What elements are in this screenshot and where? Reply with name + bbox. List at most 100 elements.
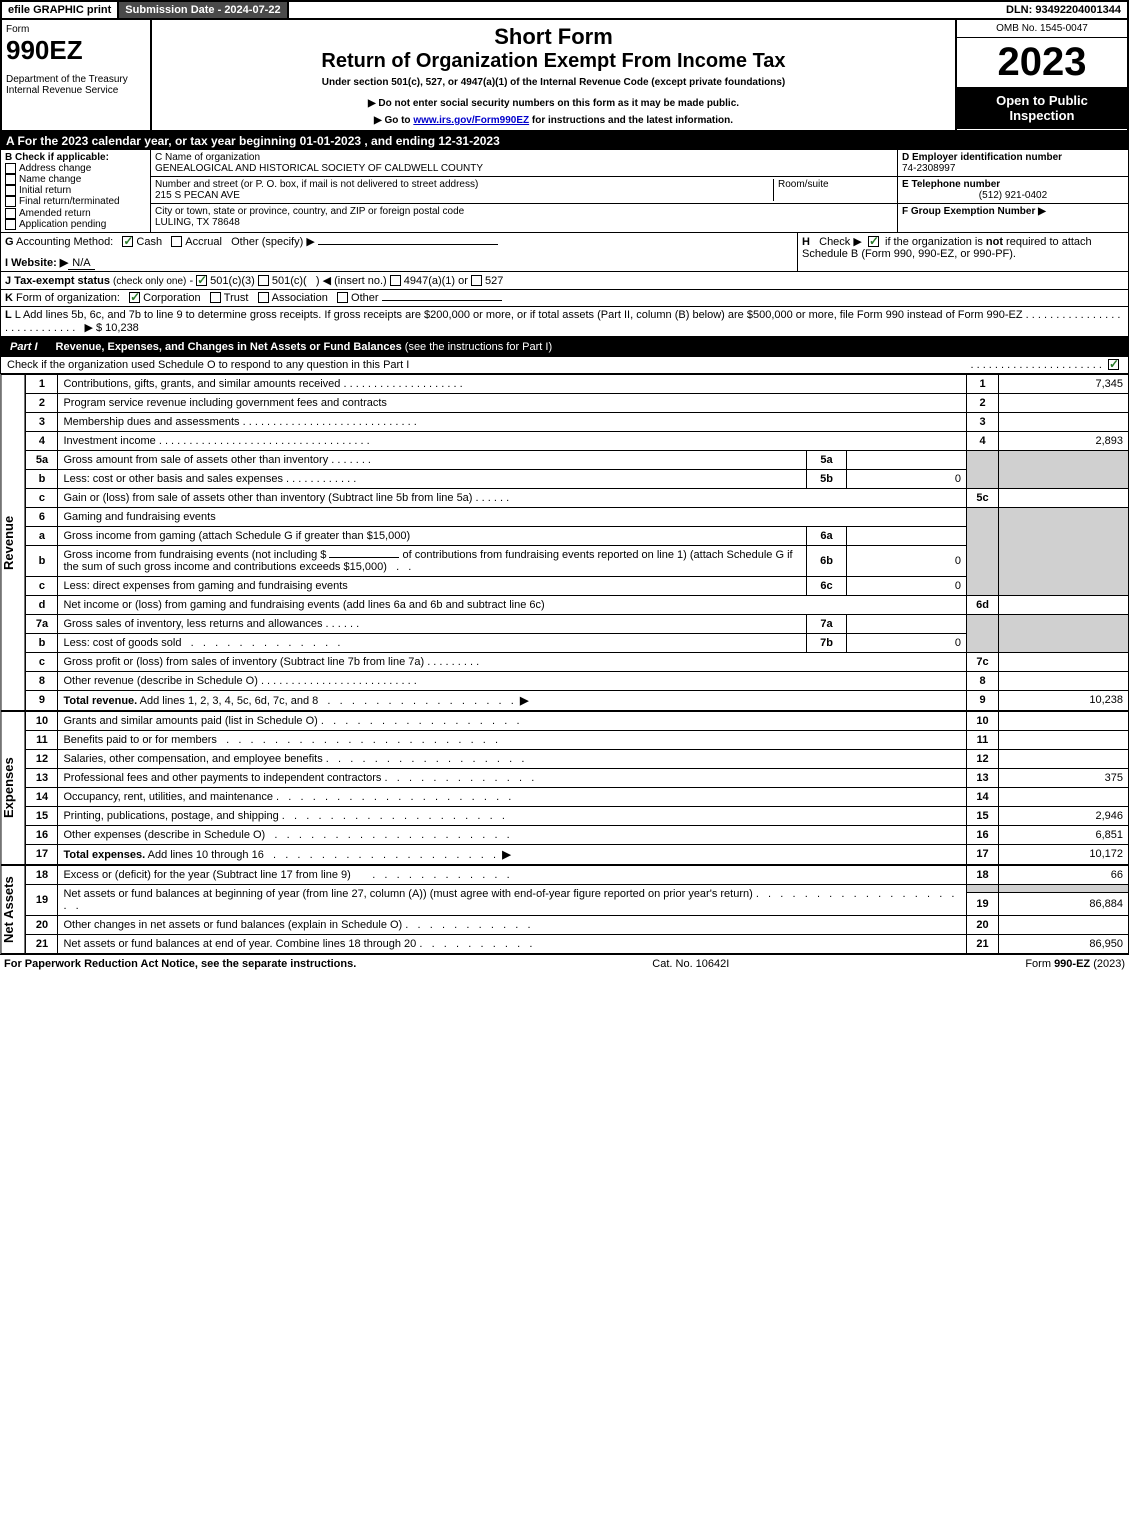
line-12-text: Salaries, other compensation, and employ… [58, 749, 967, 768]
line-10-text: Grants and similar amounts paid (list in… [58, 711, 967, 730]
line-1-val: 7,345 [999, 374, 1129, 393]
j-527[interactable] [471, 275, 482, 286]
line-15-val: 2,946 [999, 806, 1129, 825]
org-name: GENEALOGICAL AND HISTORICAL SOCIETY OF C… [155, 163, 893, 174]
line-11-text: Benefits paid to or for members . . . . … [58, 730, 967, 749]
line-15-text: Printing, publications, postage, and shi… [58, 806, 967, 825]
dept-label: Department of the Treasury Internal Reve… [6, 74, 146, 96]
h-checkbox[interactable] [868, 236, 879, 247]
cash-checkbox[interactable] [122, 236, 133, 247]
line-13-text: Professional fees and other payments to … [58, 768, 967, 787]
line-21-text: Net assets or fund balances at end of ye… [58, 934, 967, 953]
row-l: L L Add lines 5b, 6c, and 7b to line 9 t… [1, 307, 1128, 336]
netassets-side-label: Net Assets [0, 865, 25, 954]
line-5a-text: Gross amount from sale of assets other t… [58, 450, 807, 469]
line-21-val: 86,950 [999, 934, 1129, 953]
schedule-o-check[interactable] [1108, 359, 1119, 370]
line-6b-val: 0 [847, 545, 967, 576]
omb-number: OMB No. 1545-0047 [957, 20, 1127, 38]
line-1-text: Contributions, gifts, grants, and simila… [58, 374, 967, 393]
row-h: H Check ▶ if the organization is not req… [798, 233, 1128, 271]
j-501c3[interactable] [196, 275, 207, 286]
j-4947[interactable] [390, 275, 401, 286]
room-suite: Room/suite [773, 179, 893, 201]
line-5c-val [999, 488, 1129, 507]
line-6-text: Gaming and fundraising events [58, 507, 967, 526]
efile-label: efile GRAPHIC print [2, 2, 119, 18]
b-opt-0[interactable]: Address change [19, 163, 91, 174]
line-9-val: 10,238 [999, 690, 1129, 710]
form-number: 990EZ [6, 35, 146, 66]
line-6d-val [999, 595, 1129, 614]
d-label: D Employer identification number [902, 152, 1062, 163]
part1-tab: Part I [0, 337, 48, 357]
page-footer: For Paperwork Reduction Act Notice, see … [0, 954, 1129, 973]
b-opt-2[interactable]: Initial return [19, 185, 71, 196]
b-opt-5[interactable]: Application pending [19, 219, 106, 230]
line-14-text: Occupancy, rent, utilities, and maintena… [58, 787, 967, 806]
line-2-text: Program service revenue including govern… [58, 393, 967, 412]
line-8-text: Other revenue (describe in Schedule O) .… [58, 671, 967, 690]
line-19-text: Net assets or fund balances at beginning… [58, 884, 967, 915]
line-6a-text: Gross income from gaming (attach Schedul… [58, 526, 807, 545]
k-trust[interactable] [210, 292, 221, 303]
line-12-val [999, 749, 1129, 768]
revenue-side-label: Revenue [0, 374, 25, 711]
line-19-val: 86,884 [999, 893, 1129, 916]
line-6c-text: Less: direct expenses from gaming and fu… [58, 576, 807, 595]
irs-link[interactable]: www.irs.gov/Form990EZ [413, 115, 529, 126]
line-3-val [999, 412, 1129, 431]
main-title: Return of Organization Exempt From Incom… [156, 50, 951, 73]
k-other[interactable] [337, 292, 348, 303]
line-18-text: Excess or (deficit) for the year (Subtra… [58, 865, 967, 884]
telephone: (512) 921-0402 [902, 190, 1124, 201]
line-7a-val [847, 614, 967, 633]
form-header: Form 990EZ Department of the Treasury In… [0, 20, 1129, 132]
line-7a-text: Gross sales of inventory, less returns a… [58, 614, 807, 633]
b-label: B Check if applicable: [5, 152, 109, 163]
city-state-zip: LULING, TX 78648 [155, 217, 893, 228]
line-10-val [999, 711, 1129, 730]
short-form-title: Short Form [156, 24, 951, 50]
goto-link[interactable]: ▶ Go to www.irs.gov/Form990EZ for instru… [156, 115, 951, 126]
k-assoc[interactable] [258, 292, 269, 303]
subtitle: Under section 501(c), 527, or 4947(a)(1)… [156, 77, 951, 88]
l-amount: ▶ $ 10,238 [84, 322, 138, 334]
line-14-val [999, 787, 1129, 806]
c-label: C Name of organization [155, 152, 893, 163]
line-3-text: Membership dues and assessments . . . . … [58, 412, 967, 431]
line-17-text: Total expenses. Add lines 10 through 16 … [58, 844, 967, 864]
line-18-val: 66 [999, 865, 1129, 884]
part1-header: Part I Revenue, Expenses, and Changes in… [0, 337, 1129, 357]
open-inspection: Open to Public Inspection [957, 87, 1127, 129]
part1-check-row: Check if the organization used Schedule … [0, 357, 1129, 374]
line-8-val [999, 671, 1129, 690]
line-20-text: Other changes in net assets or fund bala… [58, 915, 967, 934]
line-4-text: Investment income . . . . . . . . . . . … [58, 431, 967, 450]
line-20-val [999, 915, 1129, 934]
line-4-val: 2,893 [999, 431, 1129, 450]
street-address: 215 S PECAN AVE [155, 190, 773, 201]
j-501c[interactable] [258, 275, 269, 286]
line-6a-val [847, 526, 967, 545]
line-13-val: 375 [999, 768, 1129, 787]
tax-year: 2023 [957, 38, 1127, 87]
line-17-val: 10,172 [999, 844, 1129, 864]
ssn-warning: ▶ Do not enter social security numbers o… [156, 98, 951, 109]
k-corp[interactable] [129, 292, 140, 303]
b-opt-1[interactable]: Name change [19, 174, 81, 185]
b-opt-4[interactable]: Amended return [19, 208, 91, 219]
top-bar: efile GRAPHIC print Submission Date - 20… [0, 0, 1129, 20]
line-7c-val [999, 652, 1129, 671]
expenses-side-label: Expenses [0, 711, 25, 865]
line-7c-text: Gross profit or (loss) from sales of inv… [58, 652, 967, 671]
line-6c-val: 0 [847, 576, 967, 595]
expenses-table: 10Grants and similar amounts paid (list … [25, 711, 1129, 865]
row-a-period: A For the 2023 calendar year, or tax yea… [0, 132, 1129, 150]
line-16-text: Other expenses (describe in Schedule O) … [58, 825, 967, 844]
b-opt-3[interactable]: Final return/terminated [19, 197, 120, 208]
line-16-val: 6,851 [999, 825, 1129, 844]
footer-right: Form 990-EZ (2023) [1025, 958, 1125, 970]
accrual-checkbox[interactable] [171, 236, 182, 247]
netassets-table: 18Excess or (deficit) for the year (Subt… [25, 865, 1129, 954]
